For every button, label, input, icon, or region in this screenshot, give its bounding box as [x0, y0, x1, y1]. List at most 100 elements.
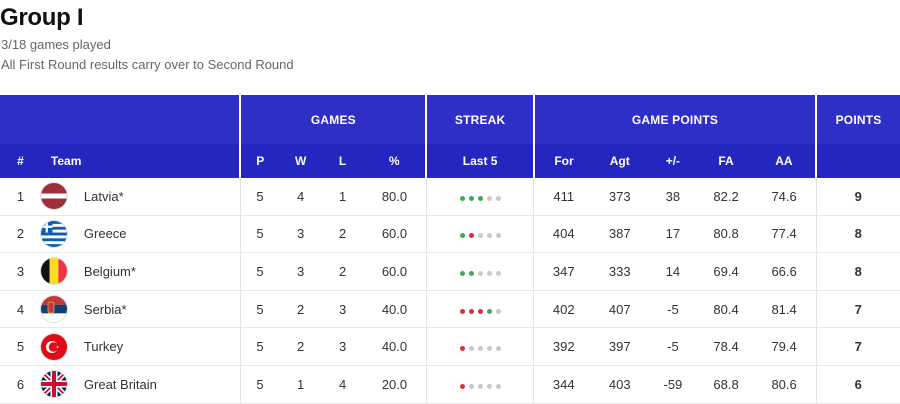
percent-cell: 20.0 — [363, 365, 427, 404]
played-cell: 5 — [239, 290, 280, 329]
last5-cell — [425, 365, 534, 404]
points-cell: 6 — [815, 365, 900, 404]
wins-column-header[interactable]: W — [279, 144, 323, 178]
losses-cell: 2 — [322, 252, 364, 291]
for-cell: 347 — [533, 252, 594, 291]
team-name[interactable]: Latvia* — [83, 188, 124, 204]
empty-dot — [486, 346, 492, 352]
group-title: Group I — [0, 4, 84, 31]
points-group-header: POINTS — [815, 95, 900, 144]
played-cell: 5 — [239, 365, 280, 404]
empty-dot — [477, 233, 483, 239]
percent-cell: 60.0 — [363, 252, 427, 291]
group-header-blank — [0, 95, 241, 144]
loss-dot — [468, 308, 474, 314]
empty-dot — [477, 383, 483, 389]
last5-cell — [425, 327, 534, 366]
empty-dot — [468, 346, 474, 352]
table-row[interactable]: 3 Belgium* 5 3 2 60.0 347 333 14 69.4 66.6 8 — [0, 252, 900, 291]
diff-cell: 17 — [646, 215, 700, 254]
against-column-header[interactable]: Agt — [593, 144, 647, 178]
empty-dot — [486, 233, 492, 239]
diff-cell: -59 — [646, 365, 700, 404]
loss-dot — [459, 383, 465, 389]
losses-cell: 3 — [322, 327, 364, 366]
rank-column-header[interactable]: # — [0, 144, 41, 178]
streak-dots — [459, 346, 501, 352]
empty-dot — [486, 270, 492, 276]
team-column-header[interactable]: Team — [40, 144, 241, 178]
aa-cell: 79.4 — [752, 327, 817, 366]
played-cell: 5 — [239, 252, 280, 291]
percent-cell: 40.0 — [363, 290, 427, 329]
table-row[interactable]: 4 Serbia* 5 2 3 40.0 402 407 -5 80.4 81.4 7 — [0, 290, 900, 329]
points-column-header[interactable] — [815, 144, 900, 178]
fa-cell: 82.2 — [699, 178, 753, 216]
team-cell: Latvia* — [40, 178, 241, 216]
percent-column-header[interactable]: % — [363, 144, 427, 178]
for-cell: 392 — [533, 327, 594, 366]
losses-cell: 3 — [322, 290, 364, 329]
win-dot — [468, 270, 474, 276]
for-column-header[interactable]: For — [532, 144, 594, 178]
percent-cell: 80.0 — [363, 178, 427, 216]
empty-dot — [495, 383, 501, 389]
against-cell: 333 — [593, 252, 647, 291]
last5-column-header[interactable]: Last 5 — [425, 144, 534, 178]
group-header-row: GAMES STREAK GAME POINTS POINTS — [0, 95, 900, 144]
rank-cell: 3 — [0, 252, 41, 291]
wins-cell: 3 — [279, 252, 323, 291]
team-cell: Turkey — [40, 327, 241, 366]
streak-dots — [459, 233, 501, 239]
for-cell: 411 — [533, 178, 594, 216]
table-row[interactable]: 1 Latvia* 5 4 1 80.0 411 373 38 82.2 74.6 9 — [0, 178, 900, 216]
streak-dots — [459, 195, 501, 201]
played-column-header[interactable]: P — [239, 144, 280, 178]
for-cell: 344 — [533, 365, 594, 404]
team-name[interactable]: Serbia* — [83, 301, 127, 317]
points-cell: 9 — [815, 178, 900, 216]
table-row[interactable]: 6 Great Britain 5 1 4 20.0 344 403 -59 68.8 80.6 6 — [0, 365, 900, 404]
diff-column-header[interactable]: +/- — [646, 144, 700, 178]
belgium-flag-icon — [40, 258, 67, 285]
great-britain-flag-icon — [40, 371, 67, 398]
table-row[interactable]: 2 Greece 5 3 2 60.0 404 387 17 80.8 77.4 8 — [0, 215, 900, 254]
diff-cell: -5 — [646, 290, 700, 329]
turkey-flag-icon — [40, 333, 67, 360]
losses-column-header[interactable]: L — [322, 144, 364, 178]
empty-dot — [495, 346, 501, 352]
fa-column-header[interactable]: FA — [699, 144, 753, 178]
team-name[interactable]: Great Britain — [83, 376, 157, 392]
rank-cell: 6 — [0, 365, 41, 404]
diff-cell: -5 — [646, 327, 700, 366]
losses-cell: 2 — [322, 215, 364, 254]
column-header-row: # Team P W L % Last 5 For Agt +/- FA AA — [0, 144, 900, 178]
carry-over-note: All First Round results carry over to Se… — [1, 57, 294, 72]
rank-cell: 1 — [0, 178, 41, 216]
team-name[interactable]: Belgium* — [83, 263, 136, 279]
rank-cell: 5 — [0, 327, 41, 366]
empty-dot — [495, 195, 501, 201]
win-dot — [459, 270, 465, 276]
points-cell: 8 — [815, 252, 900, 291]
standings-body: 1 Latvia* 5 4 1 80.0 411 373 38 82.2 74.6 9 2 Greece 5… — [0, 178, 900, 404]
fa-cell: 78.4 — [699, 327, 753, 366]
games-played-text: 3/18 games played — [1, 37, 111, 52]
played-cell: 5 — [239, 215, 280, 254]
empty-dot — [477, 346, 483, 352]
last5-cell — [425, 215, 534, 254]
percent-cell: 40.0 — [363, 327, 427, 366]
against-cell: 403 — [593, 365, 647, 404]
played-cell: 5 — [239, 178, 280, 216]
team-cell: Belgium* — [40, 252, 241, 291]
table-row[interactable]: 5 Turkey 5 2 3 40.0 392 397 -5 78.4 79.4 7 — [0, 327, 900, 366]
streak-dots — [459, 270, 501, 276]
aa-cell: 74.6 — [752, 178, 817, 216]
aa-cell: 81.4 — [752, 290, 817, 329]
against-cell: 397 — [593, 327, 647, 366]
aa-column-header[interactable]: AA — [752, 144, 817, 178]
team-name[interactable]: Greece — [83, 226, 127, 242]
aa-cell: 66.6 — [752, 252, 817, 291]
wins-cell: 2 — [279, 290, 323, 329]
team-name[interactable]: Turkey — [83, 339, 124, 355]
